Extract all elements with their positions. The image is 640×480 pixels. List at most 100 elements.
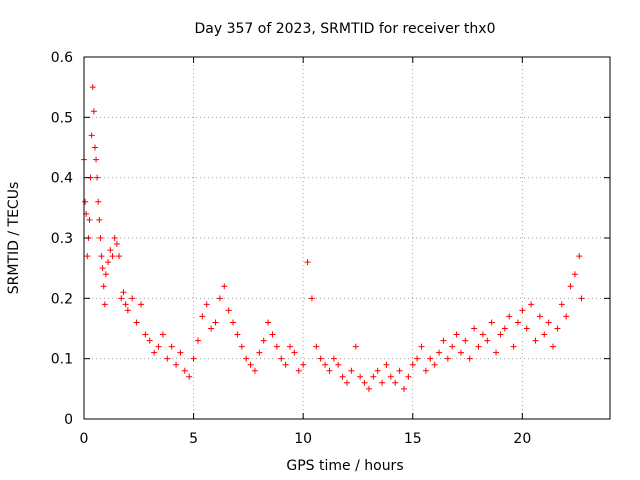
data-point: [379, 379, 386, 386]
data-point: [243, 355, 250, 362]
data-point: [457, 349, 464, 356]
data-point: [251, 367, 258, 374]
data-point: [440, 337, 447, 344]
data-point: [545, 319, 552, 326]
data-point: [177, 349, 184, 356]
data-point: [484, 337, 491, 344]
data-point: [510, 343, 517, 350]
data-point: [225, 307, 232, 314]
data-point: [287, 343, 294, 350]
data-point: [282, 361, 289, 368]
x-tick-label: 20: [513, 431, 531, 447]
data-point: [427, 355, 434, 362]
data-point: [449, 343, 456, 350]
data-point: [326, 367, 333, 374]
data-point: [98, 253, 105, 260]
x-tick-label: 5: [189, 431, 198, 447]
data-point: [541, 331, 548, 338]
data-point: [168, 343, 175, 350]
data-point: [107, 247, 114, 254]
data-point: [194, 337, 201, 344]
y-tick-label: 0.3: [51, 231, 73, 247]
data-point: [462, 337, 469, 344]
data-point: [273, 343, 280, 350]
data-point: [278, 355, 285, 362]
data-point: [370, 373, 377, 380]
data-point: [238, 343, 245, 350]
data-point: [295, 367, 302, 374]
data-point: [330, 355, 337, 362]
data-point: [190, 355, 197, 362]
data-point: [97, 235, 104, 241]
y-tick-label: 0: [64, 412, 73, 428]
data-point: [111, 235, 118, 241]
data-point: [392, 379, 399, 386]
data-point: [291, 349, 298, 356]
data-point: [453, 331, 460, 338]
data-point: [523, 325, 530, 332]
data-point: [146, 337, 153, 344]
data-point: [269, 331, 276, 338]
data-point: [361, 379, 368, 386]
data-point: [475, 343, 482, 350]
data-point: [89, 84, 96, 91]
data-point: [558, 301, 565, 308]
data-point: [514, 319, 521, 326]
data-point: [95, 198, 102, 205]
data-point: [82, 198, 89, 205]
data-point: [322, 361, 329, 368]
data-point: [173, 361, 180, 368]
data-point: [86, 216, 93, 223]
data-point: [260, 337, 267, 344]
data-points: [81, 84, 585, 392]
data-point: [436, 349, 443, 356]
y-tick-label: 0.6: [51, 50, 73, 66]
data-point: [313, 343, 320, 350]
chart-title: Day 357 of 2023, SRMTID for receiver thx…: [195, 21, 496, 37]
data-point: [116, 253, 123, 260]
data-point: [571, 271, 578, 278]
data-point: [348, 367, 355, 374]
data-point: [528, 301, 535, 308]
data-point: [120, 289, 127, 296]
data-point: [84, 253, 91, 260]
data-point: [133, 319, 140, 326]
axis-ticks: 0 0.1 0.2 0.3 0.4 0.5 0.6 0 5 10 15 20: [51, 50, 610, 447]
data-point: [199, 313, 206, 320]
data-point: [88, 132, 95, 139]
plot-frame: [83, 56, 611, 420]
data-point: [100, 283, 107, 290]
data-point: [400, 385, 407, 392]
data-point: [444, 355, 451, 362]
data-point: [352, 343, 359, 350]
data-point: [567, 283, 574, 290]
data-point: [230, 319, 237, 326]
data-point: [234, 331, 241, 338]
x-axis-title: GPS time / hours: [286, 458, 403, 474]
data-point: [578, 295, 585, 302]
data-point: [418, 343, 425, 350]
data-point: [466, 355, 473, 362]
data-point: [203, 301, 210, 308]
data-point: [216, 295, 223, 302]
data-point: [344, 379, 350, 386]
data-point: [186, 373, 193, 380]
data-point: [563, 313, 570, 320]
x-tick-label: 10: [294, 431, 312, 447]
data-point: [99, 265, 106, 272]
data-point: [101, 301, 108, 308]
data-point: [383, 361, 390, 368]
gridlines: [84, 57, 610, 419]
data-point: [501, 325, 508, 332]
data-point: [536, 313, 543, 320]
data-point: [405, 373, 412, 380]
y-tick-label: 0.5: [51, 110, 73, 126]
x-tick-label: 15: [404, 431, 422, 447]
data-point: [256, 349, 263, 356]
x-tick-label: 0: [80, 431, 89, 447]
data-point: [304, 259, 311, 266]
data-point: [247, 361, 254, 368]
data-point: [102, 271, 109, 278]
data-point: [118, 295, 125, 302]
